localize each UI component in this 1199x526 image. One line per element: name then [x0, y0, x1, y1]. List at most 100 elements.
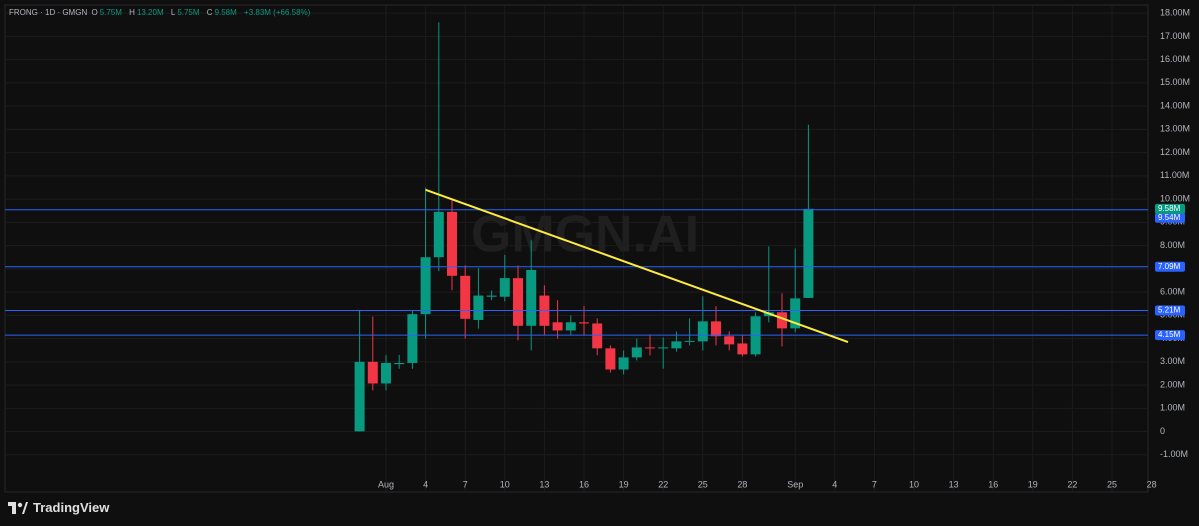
candle-body	[803, 208, 814, 298]
price-badge	[1155, 330, 1185, 341]
price-badge	[1155, 261, 1185, 272]
plot-area	[4, 4, 1149, 493]
x-tick-label: 4	[832, 479, 837, 489]
y-tick-label: 3.00M	[1160, 356, 1185, 366]
ohlc-value: 5.75M	[99, 8, 122, 17]
price-badge	[1155, 305, 1185, 316]
y-tick-label: 15.00M	[1160, 77, 1190, 87]
trend-line	[425, 188, 849, 344]
plot	[5, 22, 1148, 432]
y-tick-label: 6.00M	[1160, 286, 1185, 296]
y-tick-label: 14.00M	[1160, 100, 1190, 110]
candle-body	[697, 321, 708, 342]
candle-body	[433, 211, 444, 258]
candle-body	[592, 323, 603, 349]
candle-body	[526, 270, 537, 326]
price-badge-label: 9.54M	[1158, 213, 1181, 222]
y-tick-label: 16.00M	[1160, 54, 1190, 64]
change: +3.83M (+66.58%)	[244, 8, 311, 17]
candle-body	[486, 295, 497, 297]
x-tick-label: Aug	[378, 479, 394, 489]
candle-body	[618, 357, 629, 370]
candle-body	[381, 362, 391, 384]
candle-body	[565, 322, 576, 331]
y-tick-label: 10.00M	[1160, 193, 1190, 203]
x-tick-label: Sep	[787, 479, 803, 489]
watermark: GMGN.AI	[471, 206, 699, 264]
y-tick-label: 1.00M	[1160, 403, 1185, 413]
ohlc-value: 5.75M	[177, 8, 200, 17]
x-tick-label: 4	[423, 479, 428, 489]
x-tick-label: 13	[539, 479, 549, 489]
x-tick-label: 25	[698, 479, 708, 489]
x-tick-label: 16	[579, 479, 589, 489]
x-tick-label: 28	[737, 479, 747, 489]
price-badge	[1155, 212, 1185, 223]
x-tick-label: 19	[619, 479, 629, 489]
y-tick-label: 17.00M	[1160, 31, 1190, 41]
candle-body	[658, 347, 669, 349]
ohlc-label: C	[206, 8, 213, 17]
candle-body	[407, 314, 418, 363]
candle-body	[790, 298, 801, 329]
brand: TradingView	[8, 500, 109, 515]
ohlc-value: 9.58M	[214, 8, 237, 17]
x-tick-label: 25	[1107, 479, 1117, 489]
candle-body	[420, 257, 431, 315]
candle-body	[499, 278, 510, 297]
candle-body	[777, 312, 787, 329]
price-badge-label: 7.09M	[1158, 262, 1181, 271]
y-tick-label: 12.00M	[1160, 147, 1190, 157]
candle-body	[671, 341, 682, 349]
axes: -1.00M01.00M2.00M3.00M4.00M5.00M6.00M7.0…	[378, 8, 1190, 490]
legend-header: FRONG · 1D · GMGN O 5.75M H 13.20M L 5.75M …	[9, 8, 315, 17]
x-tick-label: 19	[1028, 479, 1038, 489]
candle-body	[724, 336, 735, 345]
candle-body	[737, 343, 748, 355]
symbol: FRONG · 1D · GMGN	[9, 8, 88, 17]
candle-body	[460, 275, 471, 319]
candle-body	[605, 348, 616, 370]
candle-body	[394, 362, 405, 365]
ohlc-label: O	[91, 8, 98, 17]
y-tick-label: 11.00M	[1160, 170, 1189, 180]
ohlc-label: H	[129, 8, 135, 17]
x-tick-label: 22	[658, 479, 668, 489]
brand-name: TradingView	[33, 500, 110, 515]
x-tick-label: 10	[909, 479, 919, 489]
candle-body	[513, 278, 523, 326]
candle-body	[579, 322, 589, 324]
candle-body	[447, 211, 457, 276]
x-tick-label: 7	[463, 479, 468, 489]
brand-icon	[8, 501, 28, 514]
candle-body	[684, 340, 695, 342]
y-tick-label: 13.00M	[1160, 124, 1190, 134]
ohlc-label: L	[170, 8, 176, 17]
price-badge	[1155, 203, 1185, 214]
price-badge-label: 5.21M	[1158, 306, 1181, 315]
candle-body	[631, 347, 642, 358]
price-badge-label: 9.58M	[1158, 204, 1181, 213]
x-tick-label: 7	[872, 479, 877, 489]
candle-body	[711, 321, 721, 337]
price-badge-label: 4.15M	[1158, 330, 1181, 339]
x-tick-label: 28	[1147, 479, 1157, 489]
x-tick-label: 13	[949, 479, 959, 489]
grid	[5, 5, 1148, 492]
x-tick-label: 10	[500, 479, 510, 489]
candle-body	[354, 361, 365, 432]
candle-body	[367, 361, 378, 384]
candle-body	[645, 347, 655, 349]
candle-body	[552, 322, 563, 331]
candle-body	[473, 295, 484, 320]
ohlc-value: 13.20M	[136, 8, 164, 17]
y-tick-label: 0	[1160, 426, 1165, 436]
y-tick-label: 8.00M	[1160, 240, 1185, 250]
y-tick-label: -1.00M	[1160, 449, 1188, 459]
x-tick-label: 16	[988, 479, 998, 489]
x-tick-label: 22	[1067, 479, 1077, 489]
y-tick-label: 18.00M	[1160, 8, 1190, 18]
y-tick-label: 2.00M	[1160, 379, 1185, 389]
